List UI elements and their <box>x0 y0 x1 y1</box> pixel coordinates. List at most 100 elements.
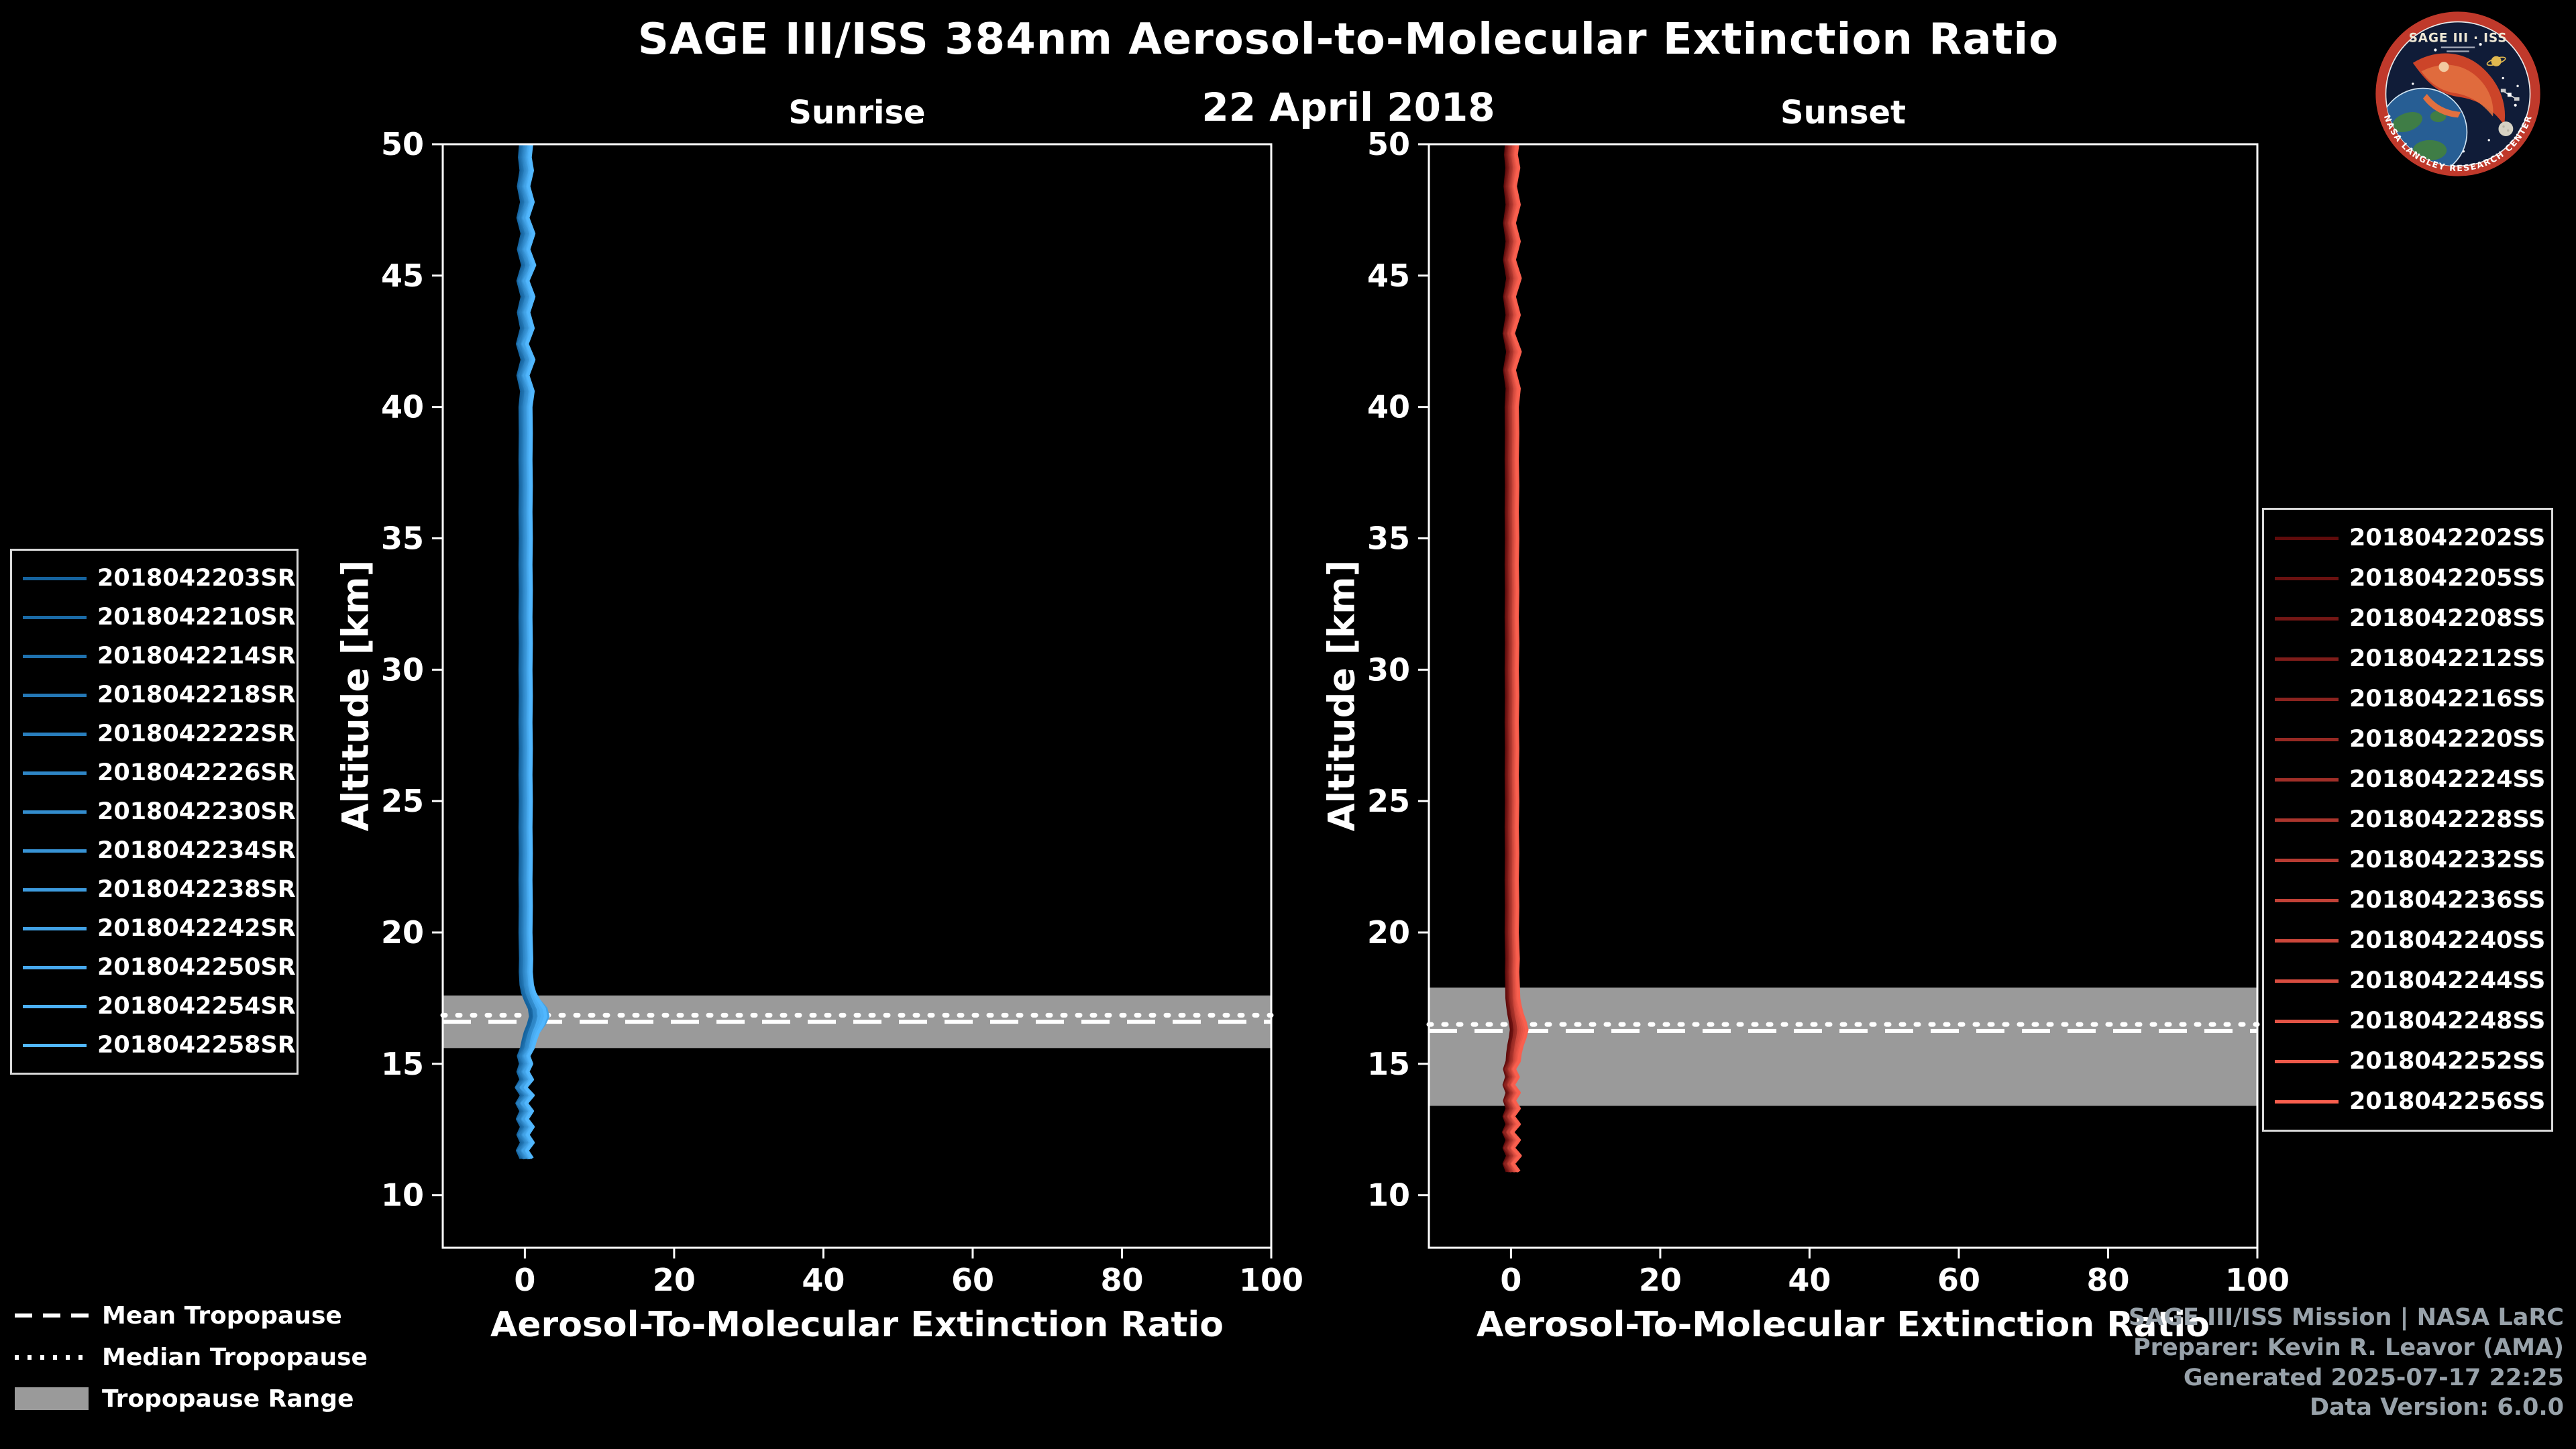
credits: SAGE III/ISS Mission | NASA LaRC Prepare… <box>2129 1303 2564 1423</box>
legend-item: 2018042252SS <box>2264 1041 2551 1081</box>
y-tick-label: 35 <box>1367 521 1410 557</box>
x-tick-label: 80 <box>2086 1262 2129 1298</box>
legend-label: 2018042216SS <box>2349 686 2546 712</box>
y-axis-label-sunset: Altitude [km] <box>1320 559 1363 832</box>
legend-line-swatch <box>2275 697 2339 701</box>
legend-line-swatch <box>23 810 87 814</box>
sunrise-plot: 0 20 40 60 80 100 10 15 20 25 30 35 40 45 50 <box>381 126 1303 1298</box>
legend-label: 2018042214SR <box>97 643 296 669</box>
figure-title: SAGE III/ISS 384nm Aerosol-to-Molecular … <box>637 15 2059 64</box>
x-tick-label: 60 <box>1937 1262 1980 1298</box>
legend-label: Mean Tropopause <box>102 1301 342 1330</box>
legend-item: 2018042256SS <box>2264 1081 2551 1122</box>
tropopause-legend: Mean Tropopause Median Tropopause Tropop… <box>15 1295 368 1419</box>
y-tick-label: 30 <box>381 651 424 688</box>
y-tick-label: 20 <box>1367 914 1410 951</box>
legend-line-swatch <box>23 732 87 736</box>
y-axis-label-sunrise: Altitude [km] <box>334 559 377 832</box>
legend-label: 2018042238SR <box>97 876 296 903</box>
legend-line-swatch <box>23 1043 87 1047</box>
legend-item-mean-tropopause: Mean Tropopause <box>15 1295 368 1336</box>
legend-line-swatch <box>2275 979 2339 983</box>
y-tick-label: 25 <box>381 783 424 819</box>
logo-title: SAGE III · ISS <box>2409 32 2508 46</box>
legend-line-swatch <box>2275 818 2339 822</box>
y-tick-label: 20 <box>381 914 424 951</box>
credit-line: Generated 2025-07-17 22:25 <box>2183 1364 2564 1391</box>
y-tick-label: 30 <box>1367 651 1410 688</box>
legend-label: 2018042248SS <box>2349 1008 2546 1034</box>
y-tick-label: 50 <box>1367 126 1410 162</box>
legend-label: Tropopause Range <box>102 1385 354 1413</box>
legend-label: 2018042208SS <box>2349 605 2546 632</box>
y-tick-label: 15 <box>1367 1046 1410 1082</box>
legend-line-swatch <box>23 888 87 892</box>
legend-label: 2018042224SS <box>2349 766 2546 793</box>
legend-line-swatch <box>2275 898 2339 902</box>
legend-item: 2018042236SS <box>2264 880 2551 920</box>
legend-label: 2018042244SS <box>2349 967 2546 994</box>
legend-label: 2018042236SS <box>2349 887 2546 914</box>
legend-item: 2018042228SS <box>2264 800 2551 840</box>
legend-item: 2018042230SR <box>12 792 297 831</box>
x-tick-label: 0 <box>514 1262 535 1298</box>
legend-label: 2018042240SS <box>2349 927 2546 954</box>
legend-item: 2018042226SR <box>12 753 297 792</box>
dashed-line-swatch <box>15 1313 89 1318</box>
legend-line-swatch <box>23 654 87 658</box>
legend-line-swatch <box>23 615 87 619</box>
x-tick-label: 100 <box>1239 1262 1303 1298</box>
legend-line-swatch <box>2275 616 2339 621</box>
dotted-line-swatch <box>15 1354 89 1360</box>
legend-item: 2018042218SR <box>12 676 297 714</box>
band-swatch <box>15 1387 89 1410</box>
y-tick-label: 50 <box>381 126 424 162</box>
legend-line-swatch <box>2275 1059 2339 1063</box>
legend-line-swatch <box>2275 657 2339 661</box>
profile-line <box>524 144 547 1160</box>
sunset-legend: 2018042202SS 2018042205SS 2018042208SS 2018… <box>2262 508 2553 1132</box>
legend-label: 2018042202SS <box>2349 525 2546 551</box>
legend-line-swatch <box>23 576 87 580</box>
y-tick-label: 40 <box>1367 389 1410 425</box>
panel-title-sunset: Sunset <box>1780 94 1906 131</box>
legend-item: 2018042210SR <box>12 598 297 637</box>
legend-label: 2018042226SR <box>97 759 296 786</box>
sunrise-legend: 2018042203SR 2018042210SR 2018042214SR 2018… <box>10 549 299 1075</box>
logo-artwork <box>2385 42 2520 166</box>
legend-label: 2018042258SR <box>97 1032 296 1059</box>
legend-label: 2018042212SS <box>2349 645 2546 672</box>
y-tick-label: 35 <box>381 521 424 557</box>
legend-item-median-tropopause: Median Tropopause <box>15 1336 368 1378</box>
legend-label: 2018042205SS <box>2349 565 2546 592</box>
moon <box>2498 121 2514 136</box>
legend-item: 2018042244SS <box>2264 961 2551 1001</box>
legend-label: 2018042256SS <box>2349 1088 2546 1115</box>
legend-item: 2018042208SS <box>2264 598 2551 639</box>
legend-item: 2018042203SR <box>12 559 297 598</box>
legend-line-swatch <box>23 771 87 775</box>
legend-line-swatch <box>23 693 87 697</box>
sage-iss-logo: SAGE III · ISS NASA LANGLEY RESEARCH CEN… <box>2375 11 2540 176</box>
legend-line-swatch <box>23 965 87 969</box>
legend-line-swatch <box>2275 737 2339 741</box>
x-axis-label-sunset: Aerosol-To-Molecular Extinction Ratio <box>1477 1305 2210 1345</box>
legend-item: 2018042240SS <box>2264 920 2551 961</box>
y-tick-label: 10 <box>1367 1177 1410 1214</box>
legend-line-swatch <box>23 849 87 853</box>
legend-item-tropopause-range: Tropopause Range <box>15 1378 368 1419</box>
y-tick-label: 40 <box>381 389 424 425</box>
legend-label: 2018042228SS <box>2349 806 2546 833</box>
x-tick-label: 100 <box>2225 1262 2290 1298</box>
legend-label: 2018042234SR <box>97 837 296 864</box>
x-tick-label: 80 <box>1100 1262 1143 1298</box>
legend-item: 2018042216SS <box>2264 679 2551 719</box>
legend-line-swatch <box>2275 1019 2339 1023</box>
legend-item: 2018042205SS <box>2264 558 2551 598</box>
legend-item: 2018042250SR <box>12 948 297 987</box>
legend-item: 2018042234SR <box>12 831 297 870</box>
legend-label: 2018042254SR <box>97 993 296 1020</box>
legend-line-swatch <box>2275 858 2339 862</box>
plot-frame <box>1428 143 2259 1249</box>
